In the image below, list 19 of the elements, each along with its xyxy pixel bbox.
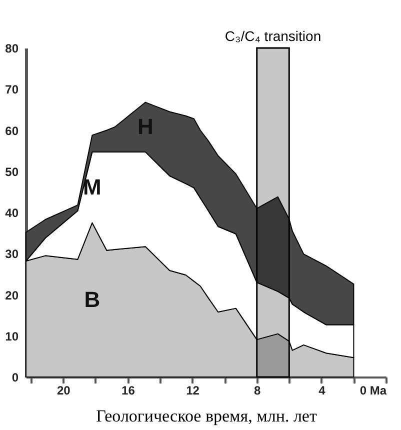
y-tick-label: 70 [5,82,19,97]
x-tick-label: 8 [254,384,262,398]
y-tick-label: 10 [5,329,19,344]
y-tick-label: 20 [5,288,19,302]
series-label: M [83,174,102,200]
y-tick-label: 30 [5,247,19,262]
y-tick-label: 80 [5,42,19,56]
y-tick-label: 0 [12,370,19,384]
x-tick-label: 16 [122,384,136,398]
y-tick-label: 60 [5,124,19,138]
x-tick-label: 12 [186,384,200,398]
y-tick-label: 40 [5,206,19,220]
x-tick-label: 4 [318,384,326,398]
series-label: B [84,286,100,312]
band-label: C₃/C₄ transition [224,28,322,44]
x-axis-title: Геологическое время, млн. лет [96,406,318,426]
y-tick-label: 50 [5,164,19,179]
x-tick-label: 0 Ma [360,384,387,398]
x-tick-label: 20 [56,384,71,398]
